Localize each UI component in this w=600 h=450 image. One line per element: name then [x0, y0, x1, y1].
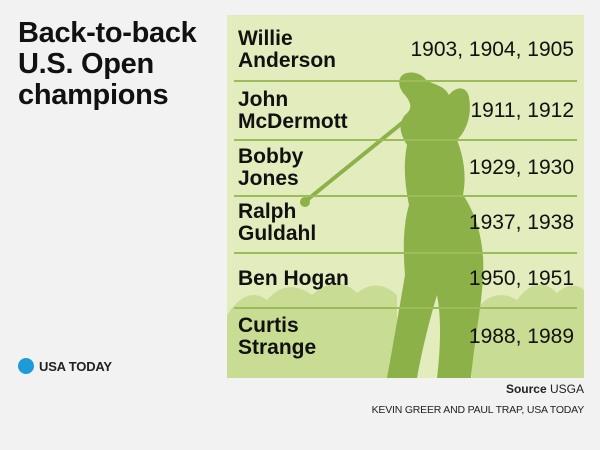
brand-name: USA TODAY — [39, 358, 112, 374]
usa-today-dot-icon — [18, 358, 34, 374]
champion-name-line1: Bobby — [238, 145, 304, 168]
credit-line: KEVIN GREER AND PAUL TRAP, USA TODAY — [371, 404, 585, 416]
champion-name-line2: Strange — [238, 336, 317, 359]
champion-name-line1: Curtis — [238, 314, 299, 337]
row-divider — [234, 252, 577, 254]
champion-name-line1: Willie — [238, 27, 293, 50]
champions-panel: Willie Anderson 1903, 1904, 1905 John Mc… — [227, 15, 584, 378]
champion-years: 1988, 1989 — [468, 325, 574, 348]
champion-years: 1911, 1912 — [470, 99, 574, 122]
source-label: Source — [505, 382, 547, 396]
champion-name-line2: Guldahl — [238, 222, 317, 245]
row-divider — [234, 139, 577, 141]
champion-name-line2: Jones — [238, 167, 299, 190]
champion-name-line1: John — [238, 88, 289, 111]
usa-today-logo: USA TODAY — [18, 358, 112, 374]
champion-name-line2: McDermott — [238, 110, 348, 133]
champion-name-line1: Ralph — [238, 200, 297, 223]
champion-years: 1903, 1904, 1905 — [410, 38, 575, 61]
champion-years: 1950, 1951 — [468, 267, 574, 290]
page-title: Back-to-back U.S. Open champions — [18, 17, 197, 111]
champion-name-line2: Anderson — [238, 49, 337, 72]
row-divider — [234, 80, 577, 82]
champion-years: 1937, 1938 — [468, 211, 574, 234]
champion-name-line1: Ben Hogan — [238, 267, 349, 290]
champion-years: 1929, 1930 — [468, 156, 574, 179]
source-value: USGA — [549, 382, 584, 396]
row-divider — [234, 195, 577, 197]
row-divider — [234, 307, 577, 309]
source-line: Source USGA — [506, 382, 584, 396]
